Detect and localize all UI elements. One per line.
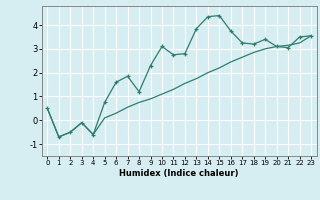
X-axis label: Humidex (Indice chaleur): Humidex (Indice chaleur) xyxy=(119,169,239,178)
